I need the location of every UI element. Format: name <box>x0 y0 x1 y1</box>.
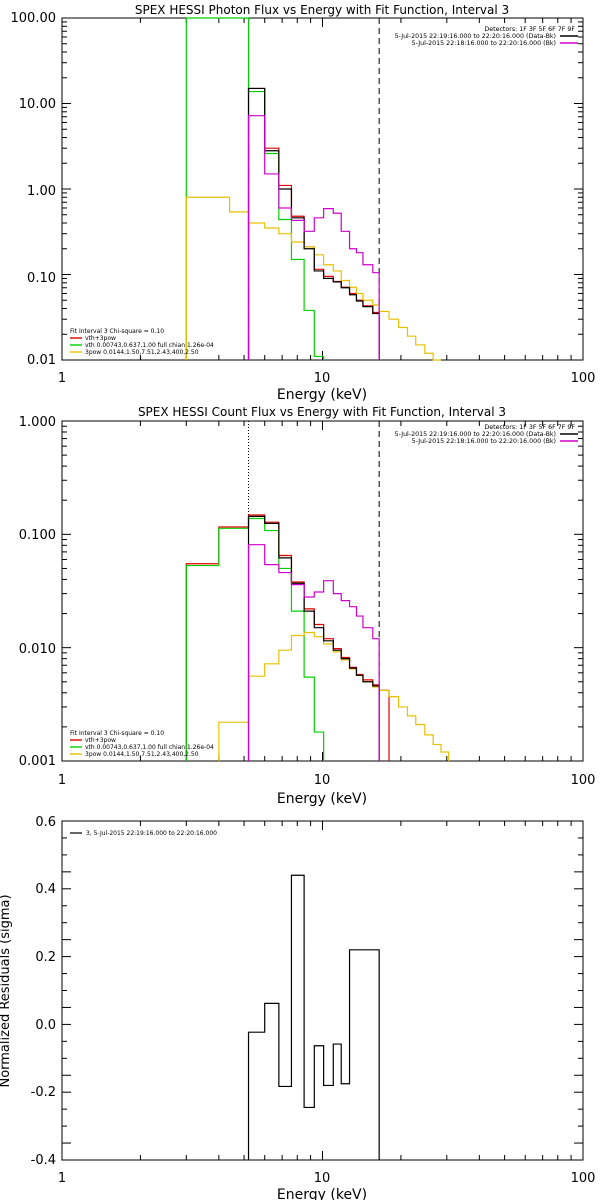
plot-marks <box>185 17 441 361</box>
x-tick-label: 10 <box>314 371 331 386</box>
plot-frame <box>61 420 584 762</box>
y-tick-label: 10.00 <box>19 97 56 112</box>
series-vth-line <box>185 517 325 761</box>
legend: 3, 5-Jul-2015 22:19:16.000 to 22:20:16.0… <box>70 830 217 837</box>
series-vth-line <box>185 17 325 360</box>
series-3-5-jul-2015-22-19-16-000-to-22-20-16-000-line <box>247 874 380 1160</box>
x-tick-label: 1 <box>58 371 66 386</box>
x-axis-label: Energy (keV) <box>277 791 367 807</box>
chart-title: SPEX HESSI Count Flux vs Energy with Fit… <box>138 405 506 419</box>
legend-entry: vth 0.00743,0.637,1.00 full chian 1.26e-… <box>85 342 214 349</box>
series-bk-line <box>247 115 380 360</box>
y-tick-label: 1.00 <box>27 184 56 199</box>
panel-photon-flux: SPEX HESSI Photon Flux vs Energy with Fi… <box>11 3 596 403</box>
info-box: Detectors: 1F 3F 5F 6F 7F 9F 5-Jul-2015 … <box>395 26 578 47</box>
y-tick-label: 0.10 <box>27 271 56 286</box>
series-3pow-line <box>218 631 450 761</box>
series-vth-3pow-line <box>185 514 390 761</box>
x-tick-label: 100 <box>571 1171 596 1186</box>
y-tick-label: 0.2 <box>35 950 56 965</box>
x-tick-label: 1 <box>58 773 66 788</box>
series-3pow-line <box>185 196 441 361</box>
legend: Fit Interval 3 Chi-square = 0.10 vth+3po… <box>70 730 214 758</box>
info-line: 5-Jul-2015 22:18:16.000 to 22:20:16.000 … <box>412 40 556 47</box>
legend-entry: vth 0.00743,0.637,1.00 full chian 1.26e-… <box>85 744 214 751</box>
chart-title: SPEX HESSI Photon Flux vs Energy with Fi… <box>135 3 509 17</box>
plot-marks <box>247 874 380 1160</box>
legend-entry: vth+3pow <box>85 737 116 744</box>
x-tick-label: 100 <box>571 371 596 386</box>
info-line: 5-Jul-2015 22:18:16.000 to 22:20:16.000 … <box>412 438 556 445</box>
x-tick-label: 10 <box>314 773 331 788</box>
y-tick-label: 0.001 <box>19 754 56 769</box>
plot-marks <box>185 421 450 761</box>
info-line: 5-Jul-2015 22:19:16.000 to 22:20:16.000 … <box>395 431 556 438</box>
info-line: 5-Jul-2015 22:19:16.000 to 22:20:16.000 … <box>395 33 556 40</box>
info-box: Detectors: 1F 3F 5F 6F 7F 9F 5-Jul-2015 … <box>395 424 578 445</box>
series-bk-line <box>247 544 380 761</box>
panel-residuals: Energy (keV) Normalized Residuals (sigma… <box>0 815 596 1203</box>
info-line: Detectors: 1F 3F 5F 6F 7F 9F <box>484 26 575 33</box>
y-tick-label: 100.00 <box>11 11 57 26</box>
x-axis-label: Energy (keV) <box>277 387 367 403</box>
x-axis-label: Energy (keV) <box>277 1187 367 1200</box>
x-tick-label: 10 <box>314 1171 331 1186</box>
legend-header: Fit Interval 3 Chi-square = 0.10 <box>70 730 164 737</box>
legend-entry: 3pow 0.0144,1.50,7.51,2.43,400,2.50 <box>85 751 199 758</box>
y-tick-label: 0.6 <box>35 815 56 830</box>
y-tick-label: -0.2 <box>31 1085 56 1100</box>
legend: Fit Interval 3 Chi-square = 0.10 vth+3po… <box>70 328 214 356</box>
info-line: Detectors: 1F 3F 5F 6F 7F 9F <box>484 424 575 431</box>
y-tick-label: 0.4 <box>35 882 56 897</box>
legend-entry: 3pow 0.0144,1.50,7.51,2.43,400,2.50 <box>85 349 199 356</box>
series-data-line <box>247 515 380 761</box>
legend-header: Fit Interval 3 Chi-square = 0.10 <box>70 328 164 335</box>
axis-ticks <box>61 820 583 1161</box>
y-tick-label: 1.000 <box>19 415 56 430</box>
y-tick-label: 0.01 <box>27 353 56 368</box>
x-tick-label: 100 <box>571 773 596 788</box>
axis-ticks <box>61 18 583 361</box>
y-tick-label: 0.100 <box>19 528 56 543</box>
y-axis-label: Normalized Residuals (sigma) <box>0 894 13 1087</box>
plot-frame <box>61 820 584 1161</box>
y-tick-label: 0.0 <box>35 1018 56 1033</box>
x-tick-label: 1 <box>58 1171 66 1186</box>
panel-count-flux: SPEX HESSI Count Flux vs Energy with Fit… <box>19 405 596 807</box>
y-tick-label: 0.010 <box>19 642 56 657</box>
plot-frame <box>61 17 584 361</box>
y-tick-label: -0.4 <box>31 1153 56 1168</box>
axis-ticks <box>61 421 583 762</box>
legend-entry: 3, 5-Jul-2015 22:19:16.000 to 22:20:16.0… <box>86 830 217 837</box>
legend-entry: vth+3pow <box>85 335 116 342</box>
series-data-line <box>247 87 380 360</box>
